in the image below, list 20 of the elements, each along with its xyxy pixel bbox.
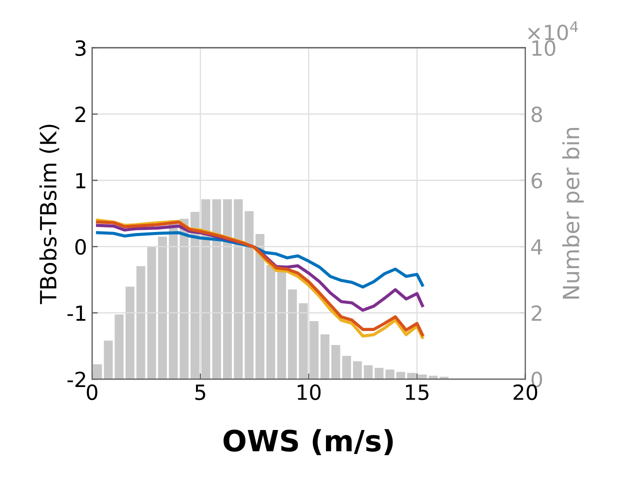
x-tick-label: 0 xyxy=(86,384,98,400)
y-tick-label: 1 xyxy=(76,173,86,188)
y2-tick-label: 2 xyxy=(532,305,542,321)
y-tick-label: -2 xyxy=(67,372,86,388)
y2-tick-label: 8 xyxy=(532,106,542,122)
y2-tick-label: 10 xyxy=(532,40,556,56)
y2-axis-title: Number per bin xyxy=(562,128,584,299)
y-tick-label: 0 xyxy=(75,239,86,255)
x-tick-label: 15 xyxy=(406,384,428,400)
y-tick-label: 3 xyxy=(76,40,86,56)
x-axis-title: OWS (m/s) xyxy=(224,429,393,456)
y-tick-label: 2 xyxy=(75,106,86,122)
y2-tick-label: 4 xyxy=(531,239,542,255)
text: ×10$^{4}$ xyxy=(528,21,578,40)
y2-tick-label: 6 xyxy=(532,172,542,189)
line-series xyxy=(96,231,424,289)
y-axis-title: TBobs-TBsim (K) xyxy=(39,124,60,304)
x-tick-label: 10 xyxy=(298,384,321,400)
y-tick-label: -1 xyxy=(67,306,86,321)
x-tick-label: 5 xyxy=(195,384,206,400)
